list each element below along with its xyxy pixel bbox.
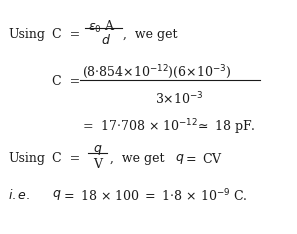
Text: $q$: $q$ [52, 188, 61, 202]
Text: $\epsilon_0$ A: $\epsilon_0$ A [88, 19, 116, 35]
Text: $q$: $q$ [175, 152, 184, 166]
Text: V: V [93, 158, 102, 171]
Text: Using: Using [8, 28, 45, 41]
Text: C  =: C = [52, 28, 80, 41]
Text: 3$\times$10$^{-3}$: 3$\times$10$^{-3}$ [155, 91, 204, 108]
Text: $d$: $d$ [101, 33, 111, 47]
Text: $q$: $q$ [93, 143, 102, 157]
Text: $i.e.$: $i.e.$ [8, 188, 30, 202]
Text: $= $ CV: $= $ CV [183, 152, 223, 166]
Text: $\simeq$ 18 pF.: $\simeq$ 18 pF. [195, 118, 256, 135]
Text: =  17$\cdot$708 $\times$ 10$^{-12}$: = 17$\cdot$708 $\times$ 10$^{-12}$ [82, 118, 198, 135]
Text: $=$ 18 $\times$ 100 $=$ 1$\cdot$8 $\times$ 10$^{-9}$ C.: $=$ 18 $\times$ 100 $=$ 1$\cdot$8 $\time… [61, 188, 248, 205]
Text: C  =: C = [52, 152, 80, 165]
Text: C  =: C = [52, 75, 80, 88]
Text: ,  we get: , we get [123, 28, 178, 41]
Text: (8$\cdot$854$\times$10$^{-12}$)(6$\times$10$^{-3}$): (8$\cdot$854$\times$10$^{-12}$)(6$\times… [82, 63, 231, 81]
Text: Using: Using [8, 152, 45, 165]
Text: ,  we get: , we get [110, 152, 165, 165]
